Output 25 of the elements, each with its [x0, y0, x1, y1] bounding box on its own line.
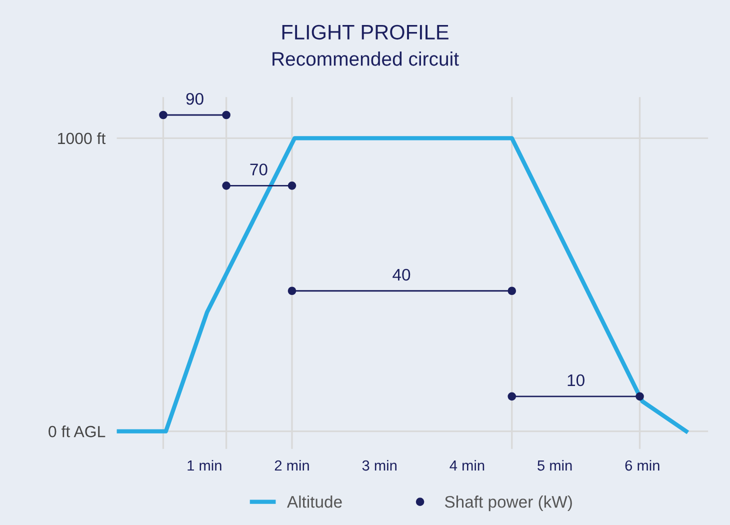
- point: [288, 181, 296, 190]
- chart-title: FLIGHT PROFILE: [282, 24, 448, 40]
- y-tick-label: 0 ft AGL: [48, 426, 106, 438]
- annotation: 40: [392, 268, 410, 281]
- point: [222, 110, 230, 120]
- x-tick-label: 2 min: [274, 460, 309, 471]
- x-tick-label: 4 min: [450, 460, 484, 471]
- x-tick-label: 5 min: [538, 460, 572, 471]
- annotation: 70: [250, 164, 268, 176]
- point: [508, 392, 516, 401]
- y-tick-label: 1000 ft: [58, 132, 106, 144]
- chart-subtitle: Recommended circuit: [272, 52, 459, 66]
- point: [508, 286, 516, 296]
- annotation: 10: [568, 374, 584, 386]
- x-tick-label: 6 min: [625, 460, 660, 471]
- annotation: 90: [186, 92, 204, 105]
- line-series: [116, 136, 688, 434]
- point: [159, 110, 168, 120]
- point: [288, 286, 296, 296]
- x-tick-label: 1 min: [188, 460, 222, 471]
- legend-label: Altitude: [286, 496, 342, 508]
- point: [222, 181, 230, 190]
- legend-label: Shaft power (kW): [444, 496, 572, 512]
- point: [636, 392, 644, 401]
- x-tick-label: 3 min: [362, 460, 396, 471]
